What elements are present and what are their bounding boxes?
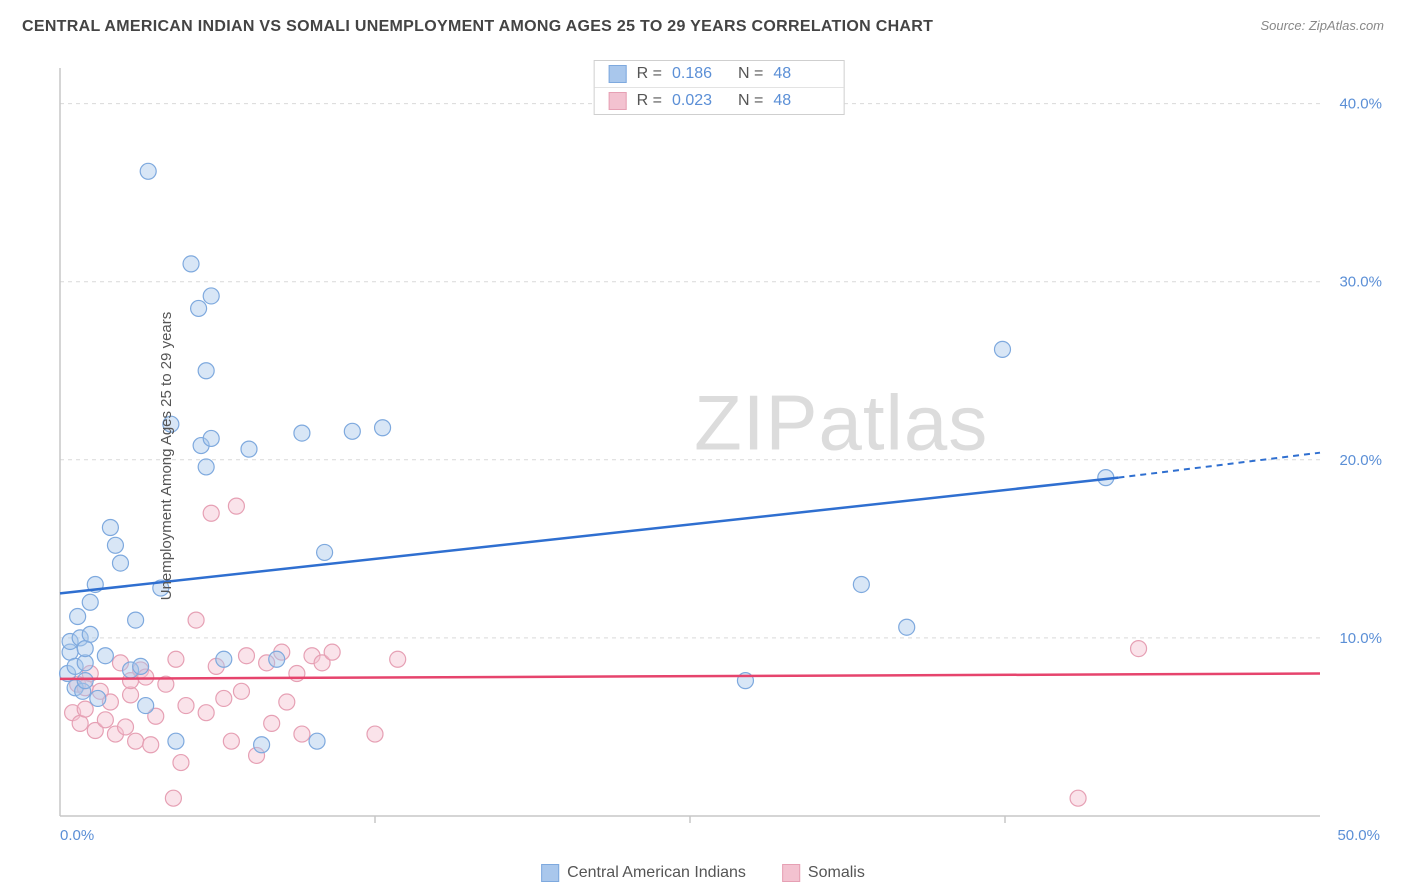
legend-swatch-b xyxy=(782,864,800,882)
legend-label-a: Central American Indians xyxy=(567,864,746,882)
scatter-plot-svg: 10.0% 20.0% 30.0% 40.0% ZIPatlas 0.0% 50.0% xyxy=(50,60,1388,852)
r-label-a: R = xyxy=(637,65,662,83)
svg-text:50.0%: 50.0% xyxy=(1337,827,1380,844)
plot-area: Unemployment Among Ages 25 to 29 years 1… xyxy=(50,60,1388,852)
n-value-a: 48 xyxy=(773,65,829,83)
r-value-b: 0.023 xyxy=(672,92,728,110)
stats-row-series-b: R = 0.023 N = 48 xyxy=(595,88,844,114)
legend-item-a: Central American Indians xyxy=(541,864,746,882)
n-label-b: N = xyxy=(738,92,763,110)
svg-text:ZIPatlas: ZIPatlas xyxy=(694,378,988,466)
chart-title: CENTRAL AMERICAN INDIAN VS SOMALI UNEMPL… xyxy=(22,18,933,36)
swatch-series-a xyxy=(609,65,627,83)
r-label-b: R = xyxy=(637,92,662,110)
svg-text:40.0%: 40.0% xyxy=(1339,96,1382,113)
n-value-b: 48 xyxy=(773,92,829,110)
stats-row-series-a: R = 0.186 N = 48 xyxy=(595,61,844,88)
legend-swatch-a xyxy=(541,864,559,882)
y-axis-label: Unemployment Among Ages 25 to 29 years xyxy=(158,312,175,601)
svg-text:0.0%: 0.0% xyxy=(60,827,94,844)
correlation-stats-legend: R = 0.186 N = 48 R = 0.023 N = 48 xyxy=(594,60,845,115)
svg-text:10.0%: 10.0% xyxy=(1339,630,1382,647)
series-legend: Central American Indians Somalis xyxy=(541,864,865,882)
n-label-a: N = xyxy=(738,65,763,83)
swatch-series-b xyxy=(609,92,627,110)
legend-label-b: Somalis xyxy=(808,864,865,882)
source-attribution: Source: ZipAtlas.com xyxy=(1260,18,1384,33)
r-value-a: 0.186 xyxy=(672,65,728,83)
legend-item-b: Somalis xyxy=(782,864,865,882)
svg-text:30.0%: 30.0% xyxy=(1339,274,1382,291)
svg-text:20.0%: 20.0% xyxy=(1339,452,1382,469)
